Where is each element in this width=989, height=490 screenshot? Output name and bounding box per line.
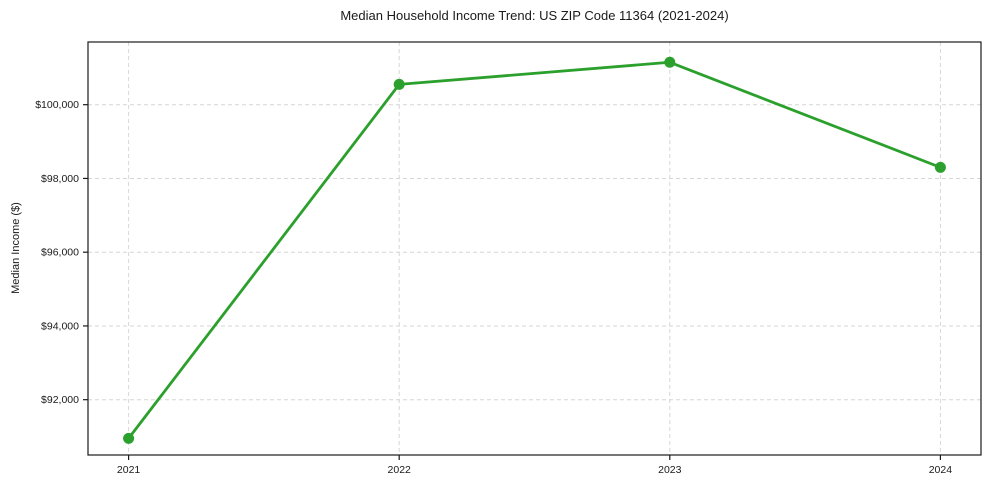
data-point-2023: [664, 56, 676, 68]
y-tick-label: $92,000: [41, 394, 79, 406]
data-point-2021: [123, 432, 135, 444]
x-tick-label: 2023: [658, 464, 682, 476]
x-tick-label: 2024: [929, 464, 953, 476]
data-point-2022: [393, 78, 405, 90]
x-tick-label: 2022: [388, 464, 412, 476]
y-tick-label: $96,000: [41, 247, 79, 259]
trend-line: [127, 60, 942, 440]
y-tick-label: $100,000: [35, 99, 79, 111]
x-tick-label: 2021: [117, 464, 141, 476]
y-tick-label: $98,000: [41, 173, 79, 185]
y-tick-label: $94,000: [41, 320, 79, 332]
data-point-2024: [934, 161, 946, 173]
plot-border: [87, 41, 982, 456]
chart-title: Median Household Income Trend: US ZIP Co…: [340, 8, 729, 23]
